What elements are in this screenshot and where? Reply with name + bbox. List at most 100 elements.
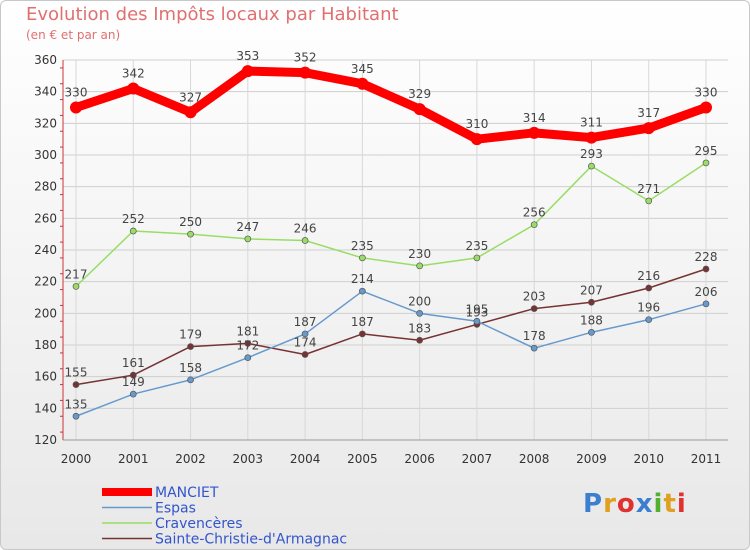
data-label: 235 <box>465 239 488 253</box>
x-tick-label: 2008 <box>519 452 550 466</box>
data-label: 149 <box>122 375 145 389</box>
data-label: 206 <box>695 285 718 299</box>
data-label: 207 <box>580 283 603 297</box>
data-label: 135 <box>65 397 88 411</box>
data-point <box>244 235 252 243</box>
data-point <box>187 376 194 384</box>
x-tick-label: 2003 <box>233 452 264 466</box>
data-point <box>72 412 80 420</box>
data-label: 247 <box>236 220 259 234</box>
data-point <box>413 103 426 116</box>
data-point <box>129 371 137 379</box>
grid-lines <box>63 59 728 441</box>
data-point <box>129 390 137 398</box>
axes: 120 140 160 180 200 220 240 260 280 300 320 340 360 2… <box>34 53 728 466</box>
data-point <box>299 66 312 79</box>
y-tick-label: 220 <box>34 275 57 289</box>
data-point <box>702 159 710 167</box>
data-point <box>473 254 481 262</box>
data-label: 174 <box>294 336 317 350</box>
data-label: 217 <box>65 267 88 281</box>
data-point <box>588 162 595 170</box>
data-label: 317 <box>637 106 660 120</box>
data-point <box>184 106 197 119</box>
data-point <box>645 284 653 292</box>
data-point <box>72 381 80 388</box>
legend-label: Cravencères <box>155 516 243 532</box>
data-labels: 217 252 250 247 246 235 230 235 256 293 271 295 155 1… <box>65 49 718 411</box>
data-point <box>301 330 309 338</box>
data-label: 188 <box>580 313 603 327</box>
y-tick-label: 180 <box>34 338 57 352</box>
x-tick-label: 2011 <box>691 452 722 466</box>
data-label: 329 <box>408 87 431 101</box>
data-point <box>585 131 598 144</box>
data-label: 214 <box>351 272 374 286</box>
data-label: 181 <box>236 324 259 338</box>
data-point <box>72 283 80 290</box>
data-label: 187 <box>351 315 374 329</box>
data-point <box>588 298 595 306</box>
logo-letter: r <box>603 489 617 519</box>
x-tick-label: 2007 <box>462 452 493 466</box>
data-label: 314 <box>523 111 546 125</box>
y-tick-label: 160 <box>34 370 57 384</box>
logo-letter: t <box>663 489 677 519</box>
data-point <box>359 287 366 295</box>
data-label: 252 <box>122 212 145 226</box>
data-label: 228 <box>695 250 718 264</box>
data-point <box>645 197 653 205</box>
series-line-3 <box>75 268 707 386</box>
data-point <box>416 309 423 317</box>
data-point <box>530 344 538 352</box>
x-tick-label: 2010 <box>633 452 664 466</box>
y-tick-label: 280 <box>34 180 57 194</box>
series-line-2 <box>75 162 707 287</box>
data-label: 271 <box>637 182 660 196</box>
data-label: 158 <box>179 361 202 375</box>
legend-label: Sainte-Christie-d'Armagnac <box>155 532 347 548</box>
x-tick-label: 2001 <box>118 452 149 466</box>
series-line-1 <box>75 290 707 417</box>
data-label: 311 <box>580 116 603 130</box>
series-lines <box>70 65 712 420</box>
logo-letter: P <box>583 489 604 519</box>
data-label: 216 <box>637 269 660 283</box>
data-label: 178 <box>523 329 546 343</box>
y-tick-label: 360 <box>34 53 57 67</box>
data-point <box>359 254 366 262</box>
data-label: 183 <box>408 321 431 335</box>
y-tick-label: 140 <box>34 401 57 415</box>
logo-letter: x <box>635 489 654 519</box>
chart-title: Evolution des Impôts locaux par Habitant <box>26 4 399 25</box>
logo-letter: i <box>653 489 664 519</box>
proxiti-logo: Proxiti <box>583 489 687 519</box>
x-tick-label: 2006 <box>404 452 435 466</box>
data-point <box>702 300 710 308</box>
data-point <box>244 340 252 347</box>
data-label: 342 <box>122 67 145 81</box>
data-point <box>700 101 712 114</box>
y-tick-label: 240 <box>34 243 57 257</box>
data-label: 256 <box>523 206 546 220</box>
data-label: 193 <box>465 305 488 319</box>
x-tick-label: 2005 <box>347 452 378 466</box>
y-tick-label: 120 <box>34 433 57 447</box>
data-label: 295 <box>695 144 718 158</box>
data-point <box>473 317 481 325</box>
x-tick-label: 2004 <box>290 452 321 466</box>
data-point <box>530 221 538 229</box>
data-point <box>530 305 538 312</box>
data-point <box>588 328 595 336</box>
chart-subtitle: (en € et par an) <box>26 28 121 42</box>
data-label: 246 <box>294 222 317 236</box>
legend-label: Espas <box>155 501 196 517</box>
data-label: 161 <box>122 356 145 370</box>
x-tick-label: 2009 <box>576 452 607 466</box>
data-label: 155 <box>65 366 88 380</box>
data-label: 352 <box>294 51 317 65</box>
data-label: 327 <box>179 90 202 104</box>
logo-letter: o <box>616 489 636 519</box>
series-line-0 <box>74 66 708 144</box>
data-point <box>416 262 423 270</box>
